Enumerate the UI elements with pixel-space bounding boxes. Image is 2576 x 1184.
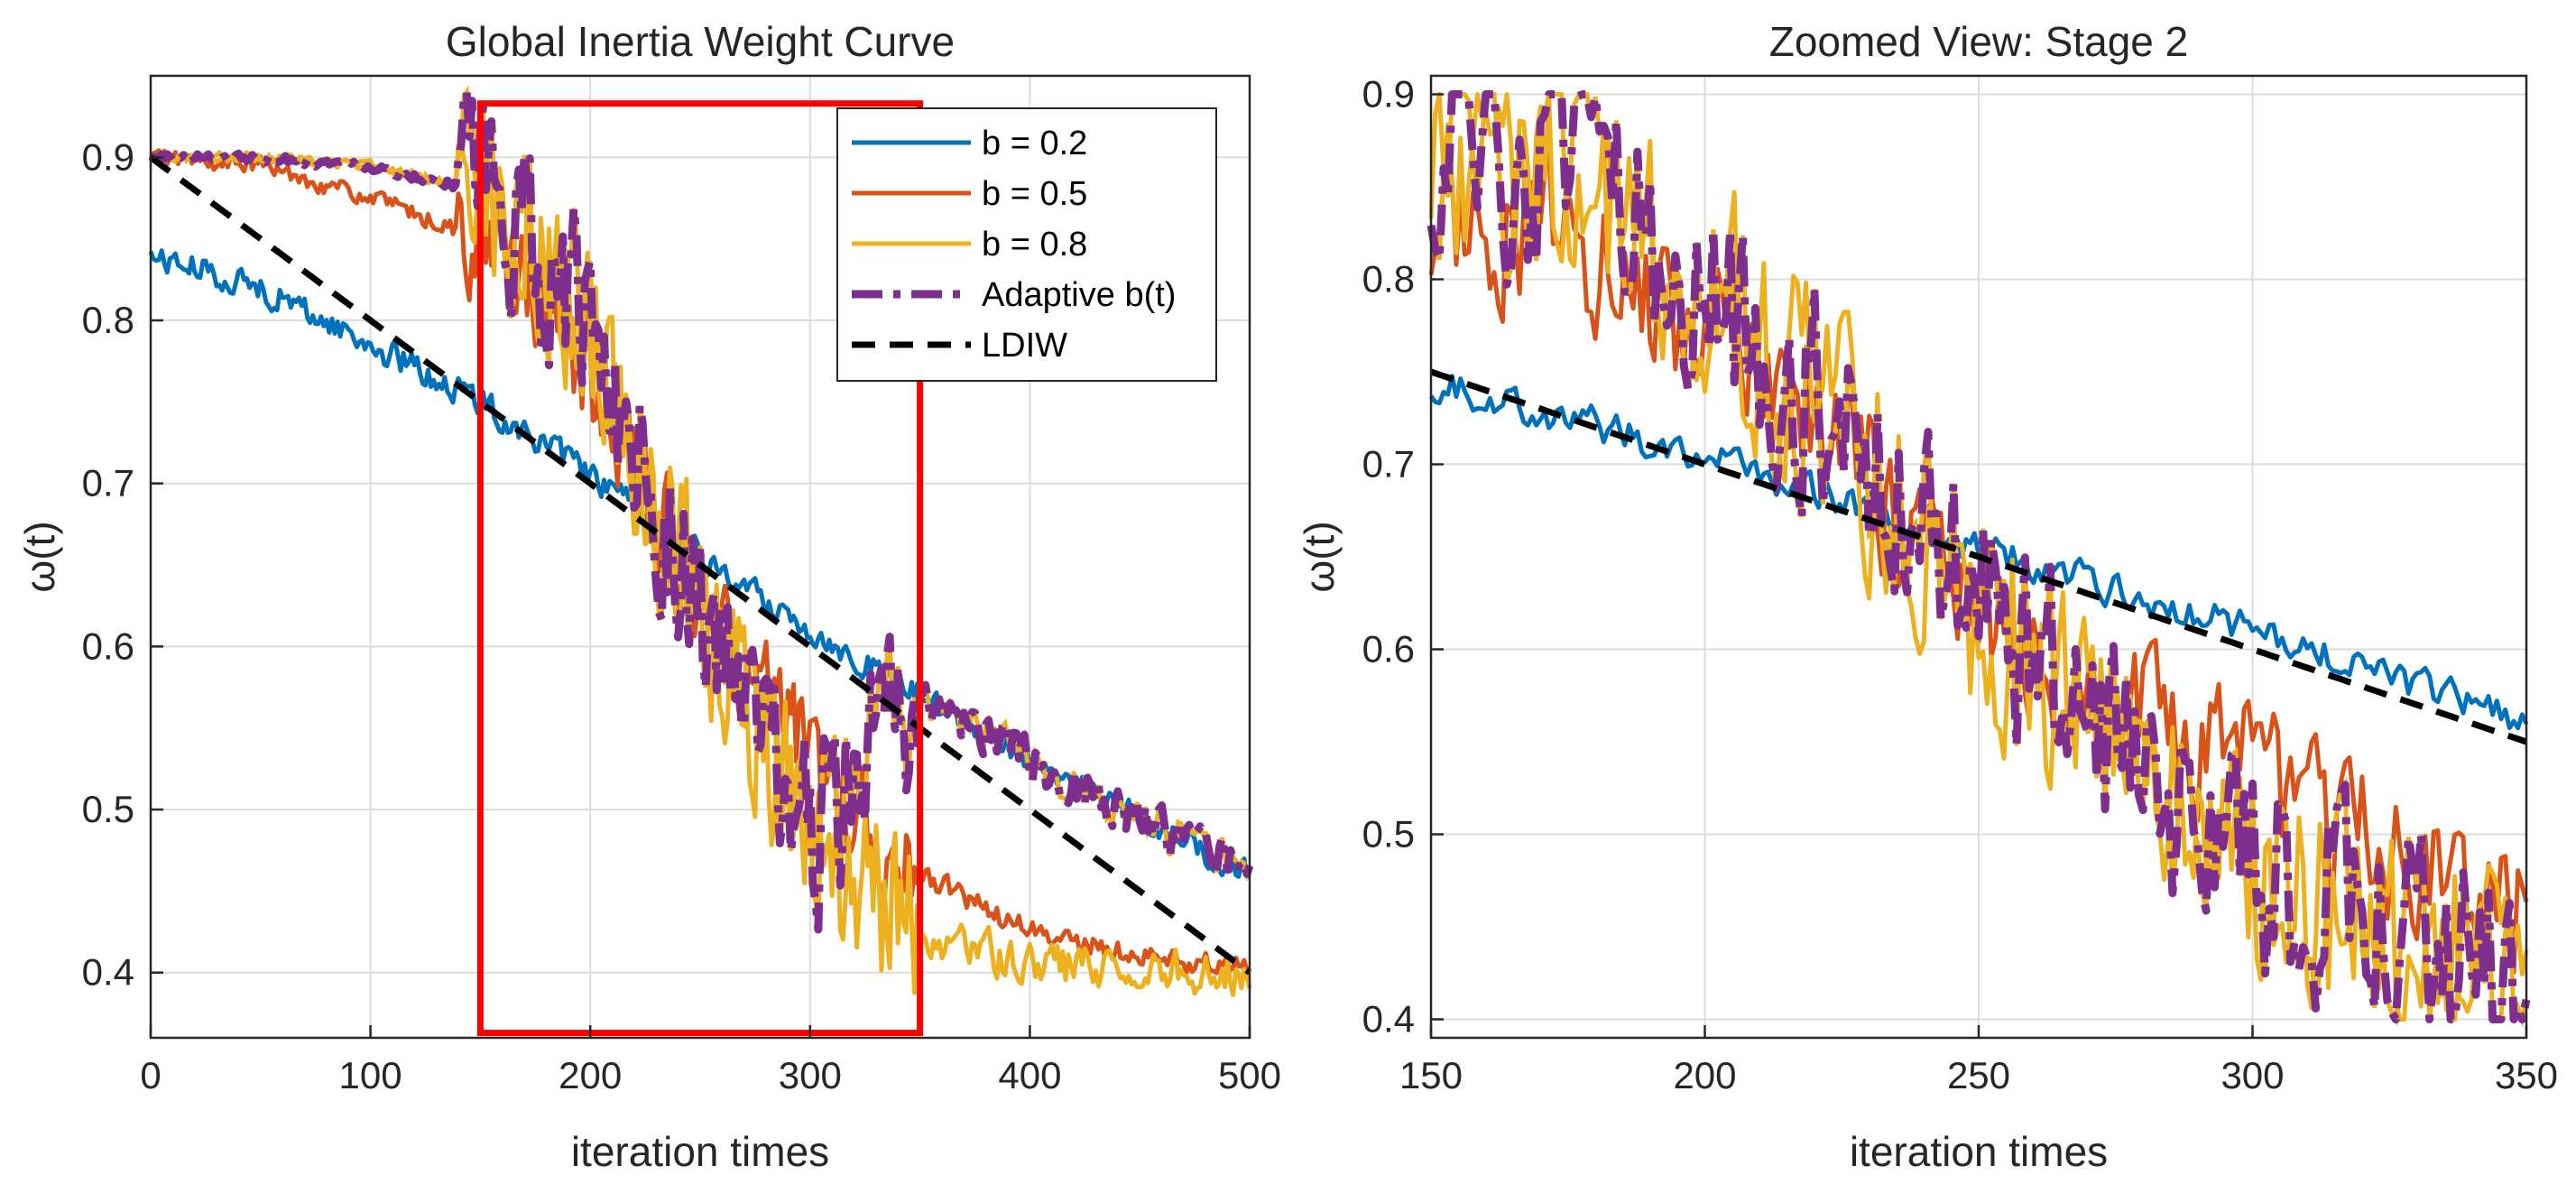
series-line-3 — [1426, 90, 2531, 1023]
x-tick-label: 200 — [1673, 1054, 1736, 1096]
legend: b = 0.2 b = 0.5 b = 0.8 Adaptive b(t) LDIW — [836, 107, 1217, 382]
y-tick-label: 0.8 — [1362, 258, 1415, 301]
x-tick-label: 0 — [140, 1054, 161, 1096]
y-tick-label: 0.5 — [1362, 813, 1415, 856]
y-tick-label: 0.8 — [82, 299, 134, 341]
global-chart-panel: Global Inertia Weight Curve 0 100 200 300 40… — [16, 18, 1281, 1175]
x-axis-label: iteration times — [571, 1128, 829, 1175]
axes-frame — [149, 74, 1251, 1040]
y-tick-label: 0.7 — [1362, 443, 1415, 486]
highlight-box — [476, 100, 924, 1037]
chart-title: Zoomed View: Stage 2 — [1769, 18, 2189, 65]
x-tick-label: 300 — [779, 1054, 842, 1096]
x-tick-label: 200 — [559, 1054, 622, 1096]
y-tick-label: 0.7 — [82, 462, 134, 504]
series-group — [148, 85, 1254, 998]
series-line-4 — [1429, 368, 2528, 745]
y-tick-label: 0.9 — [82, 135, 134, 178]
y-tick-label: 0.5 — [82, 788, 134, 830]
y-tick-label: 0.4 — [1362, 998, 1415, 1041]
series-line-4 — [148, 154, 1252, 976]
tick-labels: 150 200 250 300 350 0.4 0.5 0.6 0.7 0.8 0.9 — [1362, 73, 2558, 1097]
y-tick-label: 0.4 — [82, 951, 134, 994]
zoomed-chart-panel: Zoomed View: Stage 2 150 200 250 300 350 0.4 0… — [1296, 18, 2558, 1175]
y-axis-label: ω(t) — [16, 521, 63, 592]
legend-label: b = 0.5 — [982, 175, 1087, 213]
x-tick-label: 350 — [2495, 1054, 2558, 1096]
series-group — [1426, 90, 2531, 1028]
x-tick-label: 250 — [1947, 1054, 2010, 1096]
x-tick-label: 150 — [1399, 1054, 1463, 1096]
legend-label: b = 0.8 — [982, 226, 1087, 264]
tick-labels: 0 100 200 300 400 500 0.4 0.5 0.6 0.7 0.8 0.9 — [82, 135, 1281, 1096]
legend-label: b = 0.2 — [982, 125, 1087, 162]
x-tick-label: 300 — [2221, 1054, 2284, 1096]
chart-title: Global Inertia Weight Curve — [446, 18, 955, 65]
x-tick-label: 100 — [339, 1054, 402, 1096]
y-axis-label: ω(t) — [1296, 521, 1343, 592]
x-axis-label: iteration times — [1850, 1128, 2108, 1175]
x-tick-label: 500 — [1218, 1054, 1281, 1096]
y-tick-label: 0.6 — [1362, 628, 1415, 671]
x-tick-label: 400 — [998, 1054, 1061, 1096]
legend-box — [836, 107, 1217, 382]
y-tick-label: 0.9 — [1362, 73, 1415, 116]
legend-label: Adaptive b(t) — [982, 276, 1176, 314]
legend-label: LDIW — [982, 327, 1067, 365]
y-tick-label: 0.6 — [82, 624, 134, 667]
series-line-3 — [148, 88, 1254, 934]
